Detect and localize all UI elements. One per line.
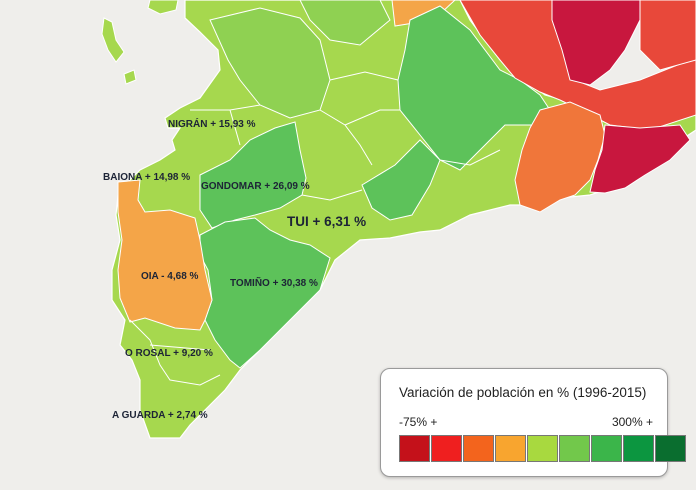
label-gondomar: GONDOMAR + 26,09 % xyxy=(201,181,310,192)
label-o-rosal: O ROSAL + 9,20 % xyxy=(125,348,213,359)
legend-swatch-3 xyxy=(463,435,494,462)
label-nigran: NIGRÁN + 15,93 % xyxy=(168,119,256,130)
legend-swatch-2 xyxy=(431,435,462,462)
island-north xyxy=(147,0,179,15)
municipal-boundaries xyxy=(129,71,501,386)
legend-title: Variación de población en % (1996-2015) xyxy=(399,385,647,400)
label-oia: OIA - 4,68 % xyxy=(141,271,199,282)
legend: Variación de población en % (1996-2015) … xyxy=(380,368,686,477)
label-baiona: BAIONA + 14,98 % xyxy=(103,172,191,183)
legend-swatch-4 xyxy=(495,435,526,462)
label-tui: TUI + 6,31 % xyxy=(287,214,367,229)
label-a-guarda: A GUARDA + 2,74 % xyxy=(112,410,208,421)
legend-max-label: 300% + xyxy=(611,415,653,429)
region-oia xyxy=(117,179,213,331)
legend-swatch-7 xyxy=(591,435,622,462)
region-darkorange xyxy=(514,101,606,213)
region-green-north2 xyxy=(299,0,391,46)
region-darkred-se xyxy=(589,124,691,194)
legend-swatch-1 xyxy=(399,435,430,462)
legend-swatch-8 xyxy=(623,435,654,462)
region-midgreen-center xyxy=(361,139,441,221)
island-west xyxy=(101,17,125,63)
legend-swatch-9 xyxy=(655,435,686,462)
legend-color-scale xyxy=(399,435,687,462)
legend-swatch-5 xyxy=(527,435,558,462)
region-red-e xyxy=(639,0,696,71)
legend-swatch-6 xyxy=(559,435,590,462)
label-tomino: TOMIÑO + 30,38 % xyxy=(230,278,318,289)
island-small xyxy=(123,69,137,85)
region-midgreen-east xyxy=(397,5,551,171)
legend-min-label: -75% + xyxy=(399,415,438,429)
